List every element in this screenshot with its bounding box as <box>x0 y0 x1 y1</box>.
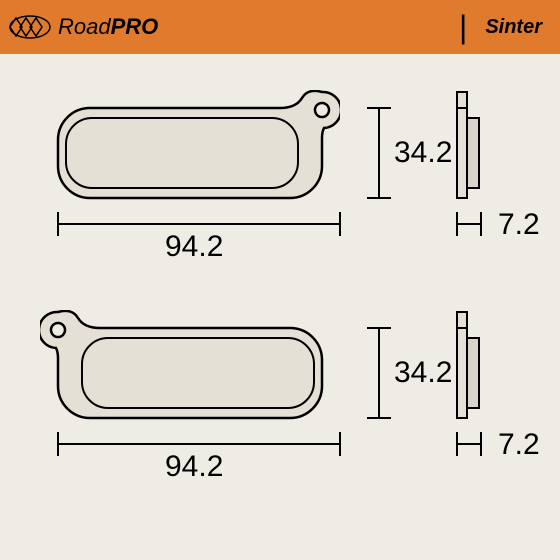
brake-pad-bottom-side <box>455 310 483 420</box>
brake-pad-top-front <box>40 90 340 200</box>
dim-top-height: 34.2 <box>394 136 452 170</box>
variant-label: Sinter <box>485 16 542 39</box>
page-root: RoadPRO | Sinter 34.2 <box>0 0 560 560</box>
dim-bottom-height: 34.2 <box>394 356 452 390</box>
dim-line-horiz <box>57 443 341 445</box>
header-right: | Sinter <box>459 0 542 54</box>
dim-bottom-width: 94.2 <box>165 450 223 484</box>
dim-line-horiz <box>456 443 482 445</box>
diagram-area: 34.2 94.2 7.2 <box>0 54 560 560</box>
brake-pad-top-side <box>455 90 483 200</box>
dim-line-vert <box>378 327 380 419</box>
product-prefix: Road <box>58 14 111 39</box>
dim-top-thickness: 7.2 <box>498 208 540 242</box>
dim-bottom-thickness: 7.2 <box>498 428 540 462</box>
product-suffix: PRO <box>111 14 159 39</box>
brake-pad-bottom-front <box>40 310 340 420</box>
dim-top-width: 94.2 <box>165 230 223 264</box>
header-bar: RoadPRO | Sinter <box>0 0 560 54</box>
header-separator: | <box>459 9 467 46</box>
brand-logo-icon <box>8 12 52 42</box>
dim-line-horiz <box>57 223 341 225</box>
dim-line-vert <box>378 107 380 199</box>
dim-line-horiz <box>456 223 482 225</box>
product-name: RoadPRO <box>58 14 158 40</box>
